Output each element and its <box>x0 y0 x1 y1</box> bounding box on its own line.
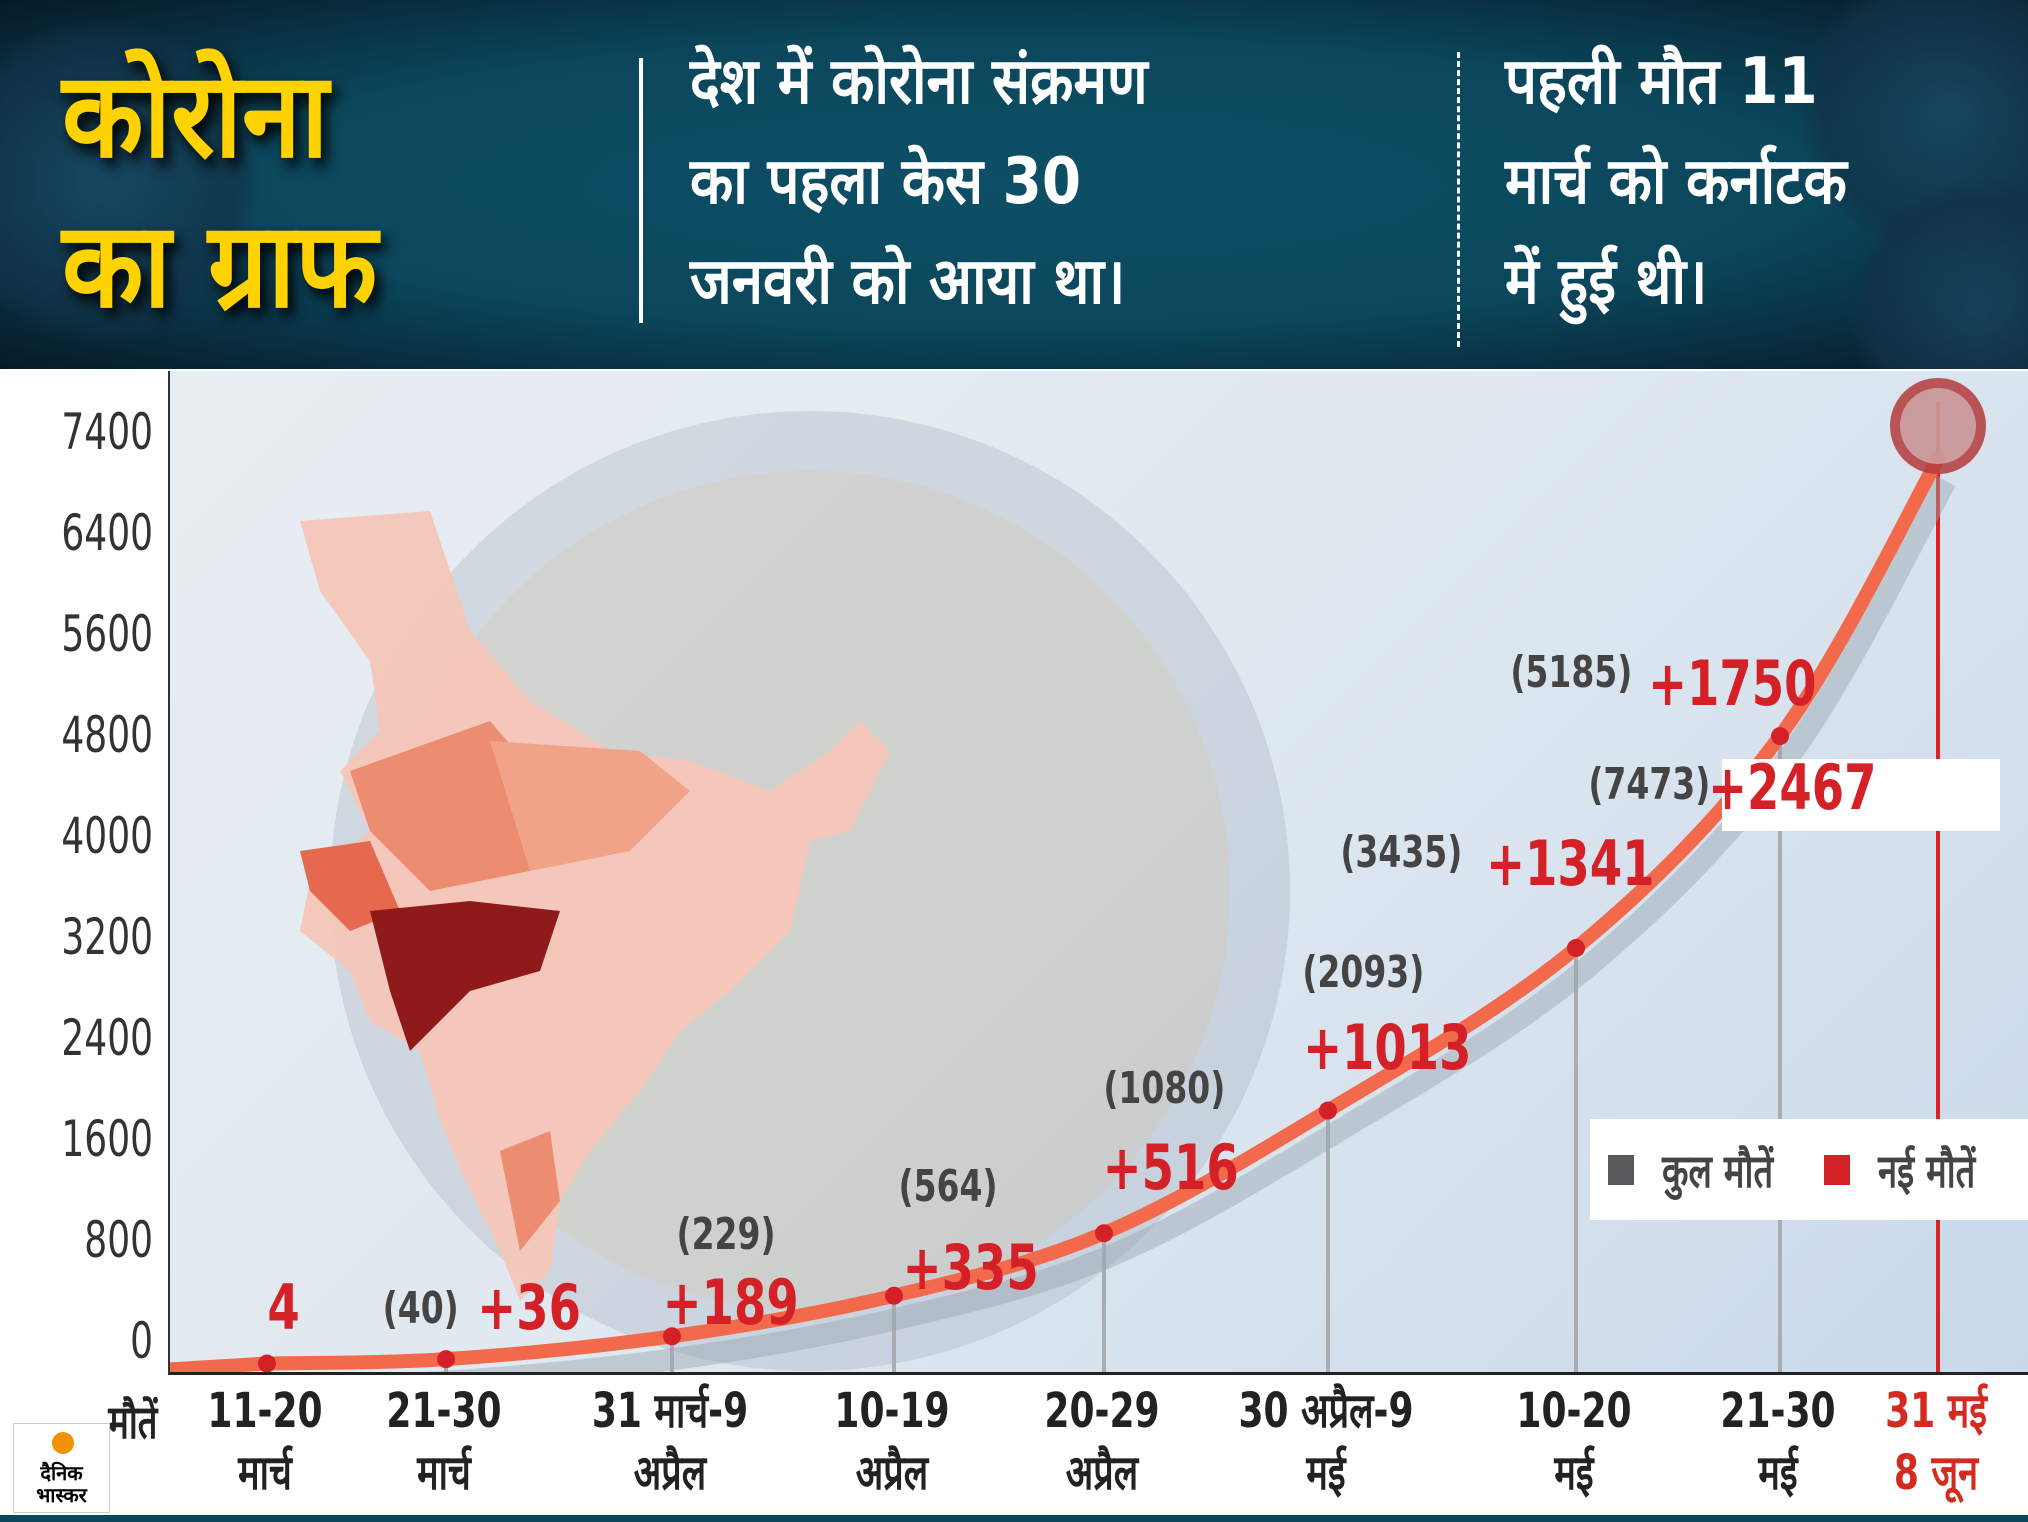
data-point <box>1319 1101 1337 1120</box>
india-map <box>300 511 890 1301</box>
note-line: देश में कोरोना संक्रमण <box>690 45 1148 119</box>
divider-dotted <box>1457 52 1460 347</box>
x-label-line: मई <box>1758 1445 1798 1501</box>
legend-label-new: नई मौतें <box>1878 1143 1976 1198</box>
x-category-label: 30 अप्रैल-9 मई <box>1229 1380 1424 1504</box>
title-line-2: का ग्राफ <box>62 196 378 334</box>
legend-swatch-total <box>1608 1154 1634 1185</box>
x-label-line: 10-20 <box>1516 1383 1632 1439</box>
dainik-bhaskar-logo: दैनिक भास्कर <box>13 1423 110 1513</box>
note-line: का पहला केस 30 <box>690 145 1082 219</box>
x-label-line: 31 मई <box>1885 1383 1987 1439</box>
total-deaths-label: (3435) <box>1340 827 1463 878</box>
total-deaths-label: (564) <box>898 1161 998 1212</box>
x-label-line: 20-29 <box>1044 1383 1160 1439</box>
x-label-line: 21-30 <box>1720 1383 1836 1439</box>
new-deaths-label: +189 <box>662 1266 799 1339</box>
x-label-line: मार्च <box>417 1445 471 1501</box>
last-label-box <box>1722 759 2000 831</box>
logo-text: भास्कर <box>36 1483 87 1507</box>
divider <box>639 58 643 323</box>
x-category-label: 31 मार्च-9 अप्रैल <box>573 1380 768 1504</box>
y-tick-label: 4000 <box>61 807 153 865</box>
data-point <box>258 1354 276 1372</box>
x-category-label: 10-19 अप्रैल <box>795 1380 990 1504</box>
x-label-line: 21-30 <box>386 1383 502 1439</box>
logo-text: दैनिक <box>40 1461 83 1485</box>
legend-label-total: कुल मौतें <box>1662 1143 1774 1198</box>
new-deaths-label: +516 <box>1102 1131 1239 1204</box>
new-deaths-label: +36 <box>477 1271 581 1344</box>
x-category-label: 31 मई 8 जून <box>1839 1380 2028 1504</box>
data-point <box>437 1350 455 1369</box>
total-deaths-label: (5185) <box>1510 647 1633 698</box>
virus-icon-core <box>1900 388 1976 464</box>
x-label-line: 8 जून <box>1893 1445 1979 1501</box>
new-deaths-label: +2467 <box>1708 751 1877 824</box>
logo-sun-icon <box>52 1432 74 1454</box>
x-category-label: 11-20 मार्च <box>168 1380 363 1504</box>
plot-area: 4 (40) +36 (229) +189 (564) +335 (1080) +516 (209… <box>168 371 2028 1375</box>
data-point <box>885 1286 903 1305</box>
total-deaths-label: (2093) <box>1302 947 1425 998</box>
y-axis-label: मौतें <box>108 1395 158 1449</box>
x-label-line: अप्रैल <box>633 1445 707 1501</box>
x-category-label: 10-20 मई <box>1477 1380 1672 1504</box>
note-line: जनवरी को आया था। <box>690 245 1126 319</box>
y-tick-label: 4800 <box>61 706 153 764</box>
data-point <box>1567 939 1585 958</box>
data-point <box>1771 727 1789 746</box>
x-category-label: 21-30 मई <box>1681 1380 1876 1504</box>
y-tick-label: 1600 <box>61 1110 153 1168</box>
x-label-line: 30 अप्रैल-9 <box>1238 1383 1414 1439</box>
new-deaths-label: +335 <box>902 1231 1039 1304</box>
note-line: में हुई थी। <box>1505 245 1708 319</box>
new-deaths-label: +1013 <box>1303 1011 1472 1084</box>
y-tick-label: 2400 <box>61 1009 153 1067</box>
y-tick-label: 3200 <box>61 908 153 966</box>
header-banner: कोरोना का ग्राफ देश में कोरोना संक्रमण क… <box>0 0 2028 369</box>
y-tick-label: 5600 <box>61 605 153 663</box>
y-tick-label: 6400 <box>61 504 153 562</box>
x-label-line: 11-20 <box>207 1383 323 1439</box>
legend-swatch-new <box>1824 1154 1850 1185</box>
total-deaths-label: (7473) <box>1588 759 1711 810</box>
x-label-line: 31 मार्च-9 <box>591 1383 749 1439</box>
x-label-line: मार्च <box>238 1445 292 1501</box>
new-deaths-label: +1341 <box>1486 827 1655 900</box>
x-label-line: अप्रैल <box>855 1445 929 1501</box>
new-deaths-label: +1750 <box>1648 647 1817 720</box>
y-tick-label: 800 <box>84 1211 153 1269</box>
note-line: पहली मौत 11 <box>1505 45 1818 119</box>
x-category-label: 20-29 अप्रैल <box>1005 1380 1200 1504</box>
total-deaths-label: (1080) <box>1103 1063 1226 1114</box>
new-deaths-label: 4 <box>267 1271 300 1344</box>
total-deaths-label: (229) <box>676 1209 776 1260</box>
x-label-line: मई <box>1306 1445 1346 1501</box>
x-label-line: अप्रैल <box>1065 1445 1139 1501</box>
y-tick-label: 7400 <box>61 403 153 461</box>
data-point <box>1095 1224 1113 1243</box>
data-point <box>663 1327 681 1346</box>
legend: कुल मौतें नई मौतें <box>1590 1119 2028 1220</box>
chart-svg <box>170 378 1986 1372</box>
bottom-bar <box>0 1515 2028 1522</box>
note-line: मार्च को कर्नाटक <box>1505 145 1847 219</box>
first-death-note: पहली मौत 11 मार्च को कर्नाटक में हुई थी। <box>1505 32 1847 332</box>
total-deaths-label: (40) <box>382 1283 459 1334</box>
first-case-note: देश में कोरोना संक्रमण का पहला केस 30 जन… <box>690 32 1148 332</box>
x-label-line: 10-19 <box>834 1383 950 1439</box>
page-title: कोरोना का ग्राफ <box>62 40 377 340</box>
x-label-line: मई <box>1554 1445 1594 1501</box>
title-line-1: कोरोना <box>62 46 329 184</box>
x-category-label: 21-30 मार्च <box>347 1380 542 1504</box>
y-tick-label: 0 <box>130 1312 153 1370</box>
